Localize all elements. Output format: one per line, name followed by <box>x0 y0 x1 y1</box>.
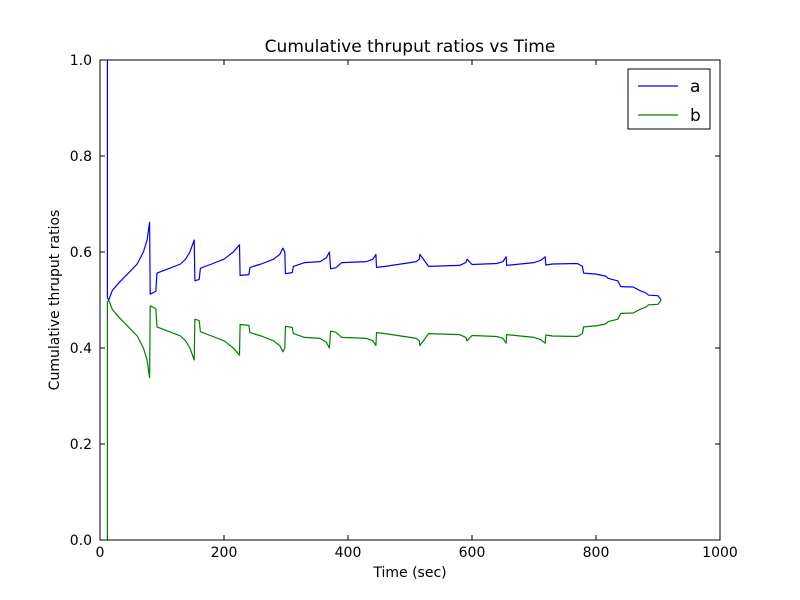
legend-box <box>627 68 711 130</box>
series-line-a <box>106 60 662 301</box>
y-axis-label: Cumulative thruput ratios <box>47 210 63 391</box>
x-tick-label: 400 <box>335 545 362 561</box>
x-tick-label: 1000 <box>702 545 738 561</box>
ticks-layer: 0 200 400 600 800 1000 0.0 0.2 0.4 0.6 0.8 1.0 <box>70 53 738 561</box>
x-tick-label: 800 <box>583 545 610 561</box>
y-tick-label: 0.6 <box>70 245 92 261</box>
series-line-b <box>106 299 662 540</box>
chart-title: Cumulative thruput ratios vs Time <box>265 37 556 57</box>
y-tick-label: 1.0 <box>70 53 92 69</box>
x-axis-label: Time (sec) <box>372 565 446 581</box>
y-tick-label: 0.8 <box>70 149 92 165</box>
y-tick-label: 0.0 <box>70 533 92 549</box>
x-tick-label: 0 <box>96 545 105 561</box>
x-tick-label: 600 <box>459 545 486 561</box>
legend-label-b: b <box>690 106 701 126</box>
legend: a b <box>627 68 711 130</box>
y-tick-label: 0.2 <box>70 437 92 453</box>
plot-frame <box>99 59 721 541</box>
x-tick-label: 200 <box>211 545 238 561</box>
series-layer <box>106 60 662 540</box>
y-tick-label: 0.4 <box>70 341 92 357</box>
legend-label-a: a <box>690 77 700 97</box>
